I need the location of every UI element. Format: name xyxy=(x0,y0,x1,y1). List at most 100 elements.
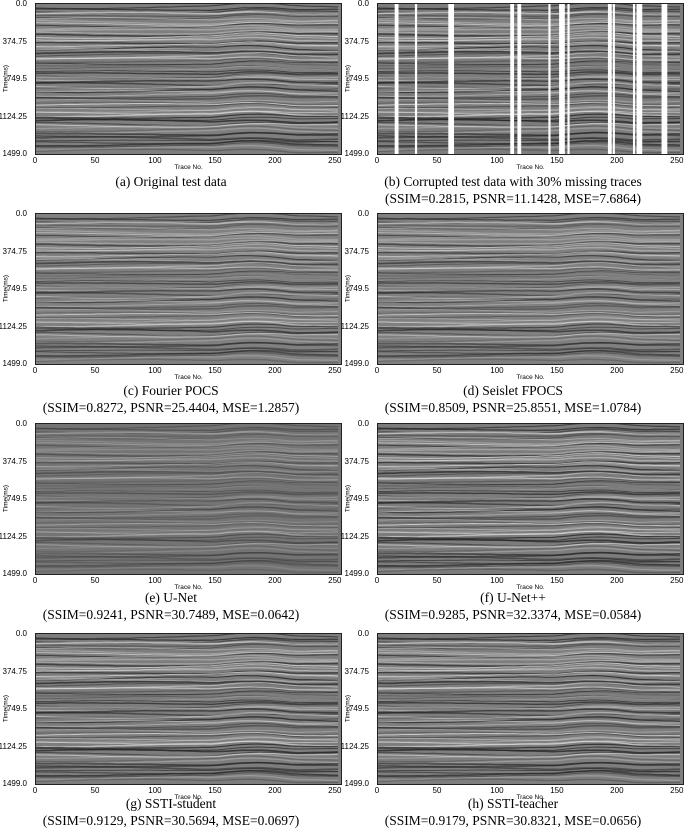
reflector-line xyxy=(378,642,681,648)
reflector-line xyxy=(36,547,339,555)
reflector-line xyxy=(378,315,681,324)
missing-trace xyxy=(632,4,636,154)
reflector-line xyxy=(378,52,681,58)
reflector-line xyxy=(378,350,681,357)
caption-f-line1: (f) U-Net++ xyxy=(480,590,546,605)
reflector-line xyxy=(378,216,681,221)
reflector-line xyxy=(378,24,681,31)
reflector-line xyxy=(378,221,681,226)
reflector-line xyxy=(378,456,681,462)
panel-h: (h) SSTI-teacher (SSIM=0.9179, PSNR=30.8… xyxy=(341,630,684,831)
reflector-line xyxy=(378,121,681,127)
reflector-line xyxy=(36,695,339,700)
reflector-line xyxy=(36,674,339,682)
reflector-line xyxy=(36,502,339,510)
reflector-line xyxy=(36,443,339,449)
reflector-line xyxy=(36,102,339,107)
reflector-line xyxy=(36,562,339,568)
missing-trace xyxy=(517,4,522,154)
reflector-line xyxy=(36,44,339,52)
reflector-line xyxy=(378,275,681,280)
panel-c: (c) Fourier POCS (SSIM=0.8272, PSNR=25.4… xyxy=(0,210,342,418)
caption-h-line2: (SSIM=0.9179, PSNR=30.8321, MSE=0.0656) xyxy=(384,813,642,828)
reflector-line xyxy=(36,61,339,67)
reflector-line xyxy=(36,323,339,329)
missing-trace xyxy=(548,4,551,154)
reflector-line xyxy=(36,447,339,452)
reflector-line xyxy=(36,496,339,503)
reflector-line xyxy=(378,568,681,574)
reflector-line xyxy=(36,271,339,277)
reflector-line xyxy=(36,731,339,735)
reflector-line xyxy=(378,491,681,496)
reflector-line xyxy=(36,636,339,642)
reflector-line xyxy=(36,40,339,45)
reflector-line xyxy=(36,728,339,733)
reflector-line xyxy=(378,468,681,473)
reflector-line xyxy=(378,654,681,661)
reflector-line xyxy=(36,737,339,741)
seismic-image xyxy=(378,4,683,154)
reflector-line xyxy=(378,98,681,103)
y-tick-label: 749.5 xyxy=(6,74,27,83)
reflector-line xyxy=(36,545,339,553)
reflector-line xyxy=(36,348,339,352)
reflector-line xyxy=(36,662,339,669)
reflector-line xyxy=(36,454,339,461)
y-tick-label: 374.75 xyxy=(344,36,369,46)
reflector-line xyxy=(36,527,339,531)
x-tick-label: 150 xyxy=(550,576,564,585)
reflector-line xyxy=(378,442,681,449)
reflector-line xyxy=(36,437,339,442)
caption-h-line1: (h) SSTI-teacher xyxy=(467,796,559,811)
reflector-line xyxy=(36,521,339,525)
reflector-line xyxy=(36,275,339,282)
reflector-line xyxy=(36,300,339,304)
reflector-line xyxy=(36,643,339,650)
reflector-line xyxy=(36,439,339,445)
reflector-line xyxy=(378,702,681,709)
reflector-line xyxy=(378,110,681,118)
reflector-line xyxy=(378,691,681,697)
reflector-line xyxy=(378,664,681,671)
reflector-line xyxy=(378,651,681,656)
reflector-line xyxy=(378,237,681,242)
y-tick-label: 374.75 xyxy=(344,456,369,466)
reflector-line xyxy=(36,232,339,238)
reflector-line xyxy=(36,312,339,319)
y-axis-label: Time(ms) xyxy=(2,694,10,723)
reflector-line xyxy=(36,664,339,671)
reflector-line xyxy=(36,292,339,297)
reflector-line xyxy=(378,743,681,749)
reflector-line xyxy=(378,123,681,130)
reflector-line xyxy=(378,470,681,476)
reflector-line xyxy=(36,543,339,550)
x-tick-label: 250 xyxy=(328,366,342,375)
x-tick-label: 250 xyxy=(328,156,342,165)
reflector-line xyxy=(378,690,681,695)
reflector-line xyxy=(378,775,681,782)
caption-g-line2: (SSIM=0.9129, PSNR=30.5694, MSE=0.0697) xyxy=(42,813,300,828)
reflector-line xyxy=(378,242,681,249)
reflector-line xyxy=(378,481,681,487)
reflector-line xyxy=(378,768,681,772)
reflector-line xyxy=(378,231,681,236)
x-tick-label: 200 xyxy=(268,366,282,375)
caption-b: (b) Corrupted test data with 30% missing… xyxy=(342,173,684,207)
reflector-line xyxy=(378,561,681,568)
reflector-line xyxy=(378,641,681,646)
reflector-line xyxy=(378,506,681,514)
reflector-line xyxy=(378,222,681,228)
reflector-line xyxy=(378,501,681,510)
reflector-line xyxy=(36,275,339,280)
reflector-line xyxy=(378,731,681,735)
reflector-line xyxy=(36,342,339,348)
reflector-line xyxy=(378,102,681,109)
reflector-line xyxy=(36,424,339,430)
reflector-line xyxy=(378,477,681,484)
reflector-line xyxy=(36,652,339,659)
y-tick-label: 749.5 xyxy=(6,704,27,713)
reflector-line xyxy=(36,452,339,459)
caption-a-line1: (a) Original test data xyxy=(115,174,227,189)
x-tick-label: 100 xyxy=(490,156,504,165)
